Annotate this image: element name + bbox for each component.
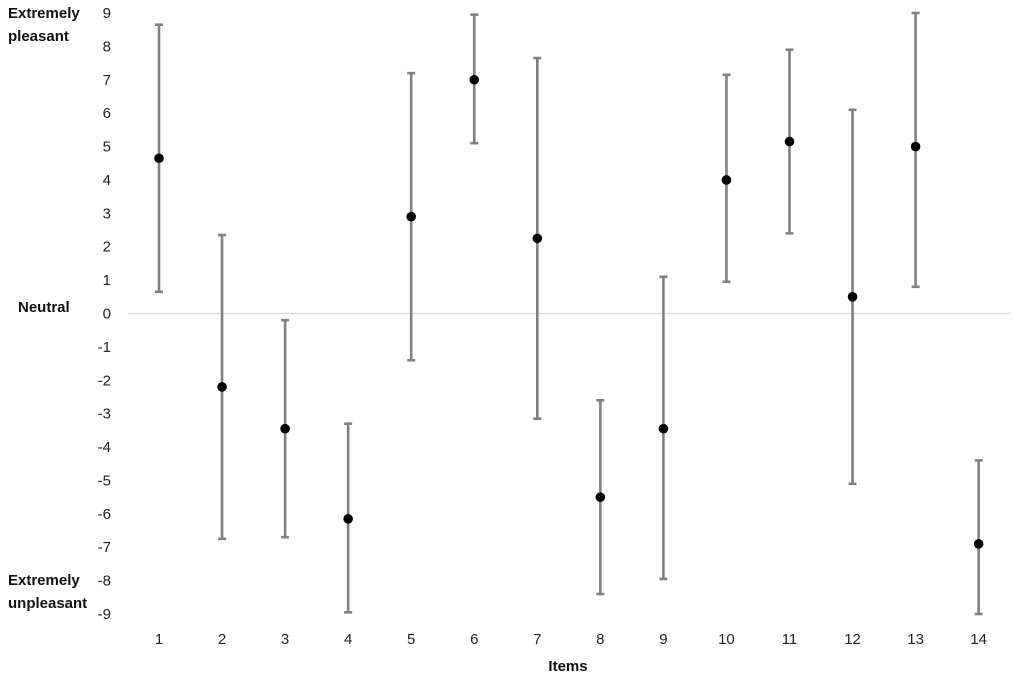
y-tick-label: -3 [98,406,111,423]
data-point [154,153,164,164]
y-tick-label: 4 [103,172,111,189]
y-tick-label: -7 [98,539,111,556]
data-points [154,74,984,549]
y-tick-label: -8 [98,573,111,590]
data-point [847,292,858,302]
data-point [595,492,606,502]
y-tick-label: 6 [103,105,111,122]
label-neutral: Neutral [18,299,70,316]
x-tick-label: 2 [218,631,226,648]
y-tick-label: 8 [103,38,111,55]
x-tick-label: 14 [970,631,987,648]
x-tick-label: 5 [407,631,415,648]
data-point [973,539,984,549]
y-tick-label: -6 [98,506,111,523]
error-bar [974,459,983,616]
data-point [217,382,227,392]
data-point [910,141,921,152]
x-tick-label: 8 [596,631,604,648]
y-axis-ticks: 9 8 7 6 5 4 3 2 1 0 -1 -2 -3 -4 -5 -6 -7 -8 -9 [98,5,111,623]
data-point [469,74,480,85]
x-tick-label: 12 [844,631,861,648]
y-tick-label: -5 [98,472,111,489]
data-point [532,233,543,244]
data-point [280,423,290,434]
y-tick-label: 9 [103,5,111,22]
x-axis-label: Items [548,658,587,675]
data-point [784,136,795,147]
x-tick-label: 9 [659,631,667,648]
data-point [343,514,353,524]
x-tick-label: 3 [281,631,289,648]
label-extremely-unpleasant: Extremely unpleasant [8,572,87,612]
x-tick-label: 13 [907,631,924,648]
y-tick-label: 7 [103,72,111,89]
data-point [721,175,732,185]
y-tick-label: -4 [98,439,111,456]
data-point [658,423,669,434]
x-tick-label: 1 [155,631,163,648]
y-tick-label: 2 [103,239,111,256]
y-tick-label: 5 [103,139,111,156]
y-tick-label: 0 [103,306,111,323]
x-tick-label: 4 [344,631,352,648]
label-extremely-pleasant: Extremely pleasant [8,5,80,45]
data-point [406,211,417,222]
x-tick-label: 6 [470,631,478,648]
y-tick-label: -9 [98,606,111,623]
y-tick-label: -2 [98,372,111,389]
side-labels: Extremely pleasant Neutral Extremely unple… [8,5,87,612]
y-tick-label: 1 [103,272,111,289]
y-tick-label: -1 [98,339,111,356]
x-tick-label: 10 [718,631,735,648]
x-axis-ticks: 1 2 3 4 5 6 7 8 9 10 11 12 13 14 [155,631,987,648]
x-tick-label: 7 [533,631,541,648]
x-tick-label: 11 [782,631,798,648]
y-tick-label: 3 [103,205,111,222]
